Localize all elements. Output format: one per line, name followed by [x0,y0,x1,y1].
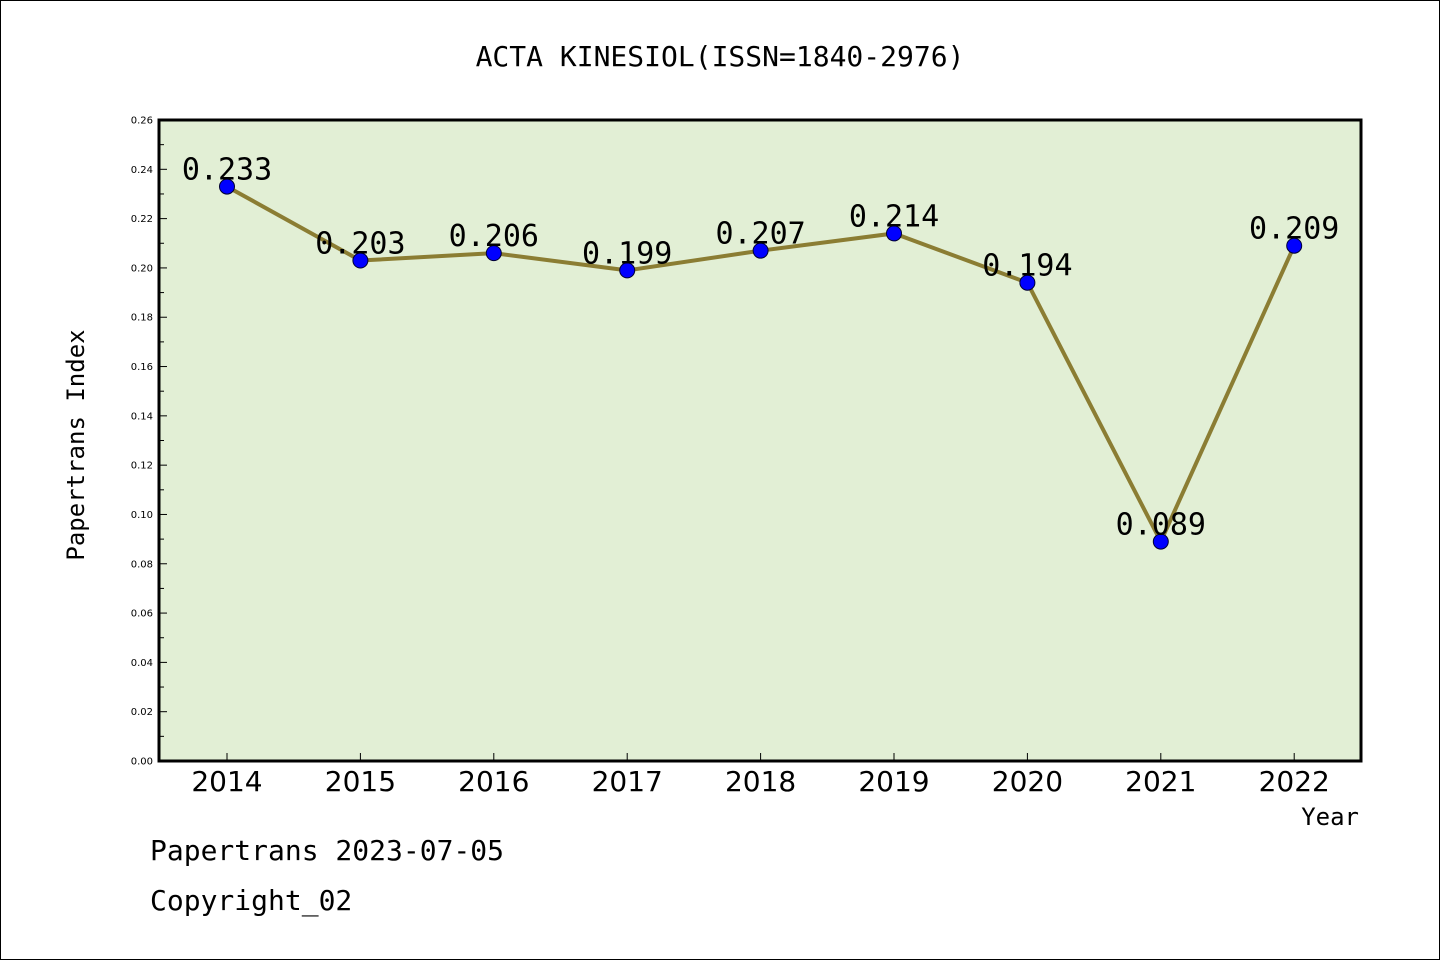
y-tick-label: 0.06 [131,609,153,620]
x-axis: 2014 2015 2016 2017 2018 2019 2020 2021 2022 [191,753,1330,798]
data-label: 0.214 [849,199,939,234]
x-axis-label: Year [1301,803,1359,831]
x-tick-label: 2020 [992,765,1063,798]
data-label: 0.207 [715,217,805,252]
x-tick-label: 2015 [325,765,396,798]
x-tick-label: 2017 [592,765,663,798]
data-point [886,225,902,242]
markers-group [219,178,1303,550]
y-tick-label: 0.04 [131,658,153,669]
data-point [485,245,502,262]
y-tick-label: 0.22 [131,214,153,225]
data-point [1286,237,1303,254]
y-tick-label: 0.02 [131,707,153,718]
data-point [1152,533,1169,550]
x-tick-label: 2021 [1125,765,1196,798]
y-tick-label: 0.08 [131,559,153,570]
data-point [752,242,769,259]
y-tick-label: 0.20 [131,263,153,274]
chart-title: ACTA KINESIOL(ISSN=1840-2976) [476,40,965,73]
data-label: 0.203 [315,227,405,262]
y-axis-label: Papertrans Index [62,329,90,560]
data-label: 0.089 [1116,508,1206,543]
x-tick-label: 2018 [725,765,796,798]
y-tick-label: 0.26 [131,116,153,127]
y-tick-label: 0.00 [131,757,153,768]
data-point [219,178,235,195]
data-label: 0.209 [1249,212,1339,247]
data-label: 0.206 [449,219,539,254]
data-label: 0.194 [982,249,1072,284]
footer-copyright: Copyright_02 [150,884,353,917]
data-point [619,262,636,279]
data-labels-group: 0.233 0.203 0.206 0.199 0.207 0.214 0.194 0.089… [182,153,1340,543]
y-tick-label: 0.24 [131,165,153,176]
data-point [1019,274,1036,291]
data-label: 0.233 [182,153,272,188]
x-tick-label: 2019 [858,765,929,798]
x-tick-label: 2014 [191,765,262,798]
y-tick-label: 0.18 [131,313,153,324]
plot-area [157,118,1363,763]
y-axis: 0.00 0.02 0.04 0.06 0.08 0.10 0.12 0.14 0.16 0.18… [131,116,167,768]
y-tick-label: 0.14 [131,411,153,422]
x-tick-label: 2016 [458,765,529,798]
x-tick-label: 2022 [1259,765,1330,798]
data-point [352,252,369,269]
data-label: 0.199 [582,236,672,271]
y-tick-label: 0.10 [131,510,153,521]
y-tick-label: 0.12 [131,461,153,472]
y-tick-label: 0.16 [131,362,153,373]
footer-date: Papertrans 2023-07-05 [150,834,505,867]
